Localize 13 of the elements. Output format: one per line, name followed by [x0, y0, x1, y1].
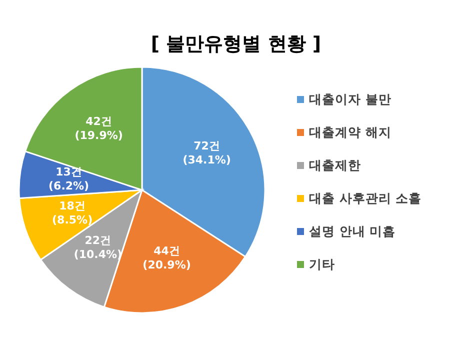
data-label: 44건 (20.9%)	[142, 244, 191, 272]
data-label: 13건 (6.2%)	[48, 166, 90, 193]
data-label: 42건 (19.9%)	[74, 115, 123, 142]
chart-title: [ 불만유형별 현황 ]	[150, 33, 322, 55]
legend-label: 대출 사후관리 소홀	[309, 190, 422, 206]
legend-label: 대출제한	[309, 157, 361, 172]
legend-label: 대출계약 해지	[309, 124, 392, 140]
data-label: 72건 (34.1%)	[182, 140, 231, 167]
legend-label: 설명 안내 미흡	[309, 223, 396, 238]
legend-label: 기타	[309, 256, 335, 272]
legend-label: 대출이자 불만	[309, 91, 392, 106]
data-label: 18건 (8.5%)	[52, 199, 93, 226]
data-label: 22건 (10.4%)	[74, 234, 122, 262]
